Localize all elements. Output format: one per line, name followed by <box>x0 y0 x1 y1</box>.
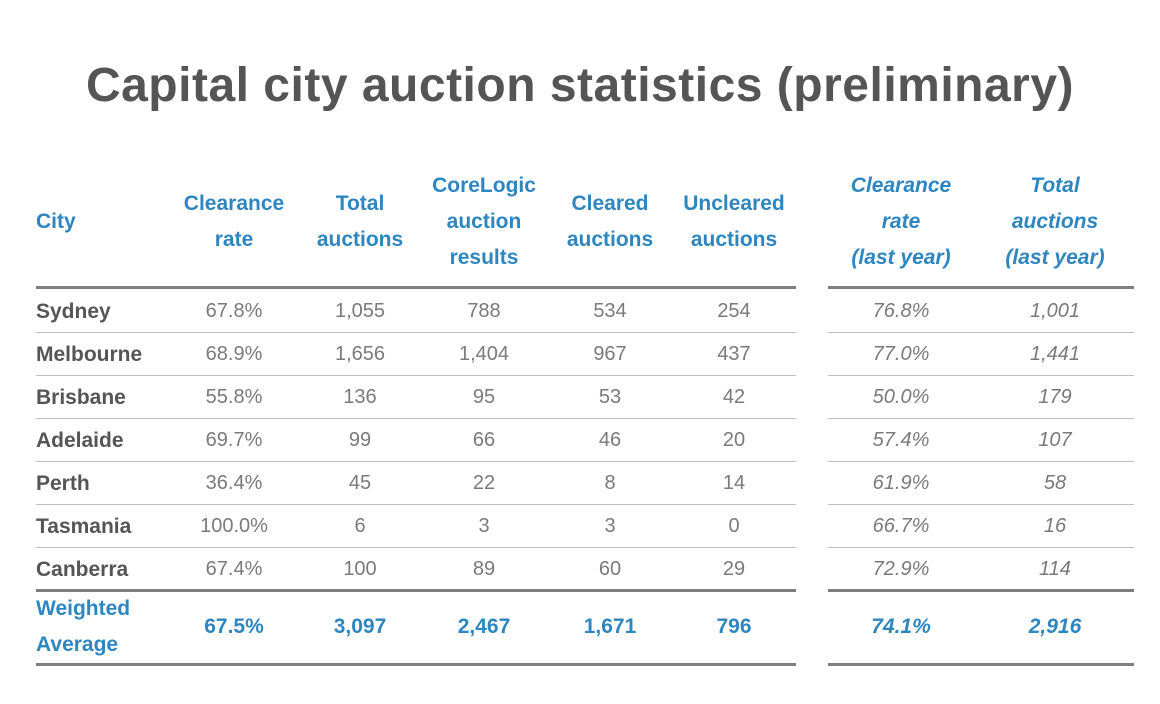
row-divider-left <box>36 461 796 462</box>
cell-uncleared-auctions: 20 <box>722 429 746 451</box>
cell-clearance-rate-last-year: 77.0% <box>872 343 930 365</box>
cell-clearance-rate-last-year: 76.8% <box>872 300 930 322</box>
header-total-auctions-last-year: Total auctions (last year) <box>1005 174 1105 269</box>
weighted-average-clearance-rate-last-year: 74.1% <box>871 615 931 638</box>
cell-clearance-rate: 55.8% <box>205 386 263 408</box>
cell-uncleared-auctions: 29 <box>722 558 746 580</box>
cell-corelogic-results: 1,404 <box>458 343 510 365</box>
weighted-average-clearance-rate: 67.5% <box>204 615 264 638</box>
header-total-auctions: Total auctions <box>316 192 404 251</box>
cell-total-auctions-last-year: 179 <box>1038 386 1072 408</box>
cell-total-auctions-last-year: 58 <box>1043 472 1067 494</box>
row-divider-right <box>828 547 1134 548</box>
weighted-average-corelogic-results: 2,467 <box>457 615 511 638</box>
cell-cleared-auctions: 3 <box>604 515 616 537</box>
cell-corelogic-results: 89 <box>472 558 496 580</box>
table-bottom-rule-right <box>828 663 1134 666</box>
average-divider-right <box>828 589 1134 592</box>
cell-uncleared-auctions: 254 <box>717 300 751 322</box>
cell-total-auctions-last-year: 16 <box>1043 515 1067 537</box>
header-corelogic-results: CoreLogic auction results <box>432 174 536 269</box>
cell-total-auctions: 136 <box>343 386 377 408</box>
row-divider-right <box>828 418 1134 419</box>
cell-corelogic-results: 3 <box>478 515 490 537</box>
weighted-average-label: Weighted Average <box>36 597 131 656</box>
cell-uncleared-auctions: 437 <box>717 343 751 365</box>
cell-cleared-auctions: 60 <box>598 558 622 580</box>
page-title: Capital city auction statistics (prelimi… <box>85 59 1075 112</box>
cell-clearance-rate-last-year: 57.4% <box>872 429 930 451</box>
cell-cleared-auctions: 967 <box>593 343 627 365</box>
header-divider-right <box>828 286 1134 289</box>
cell-uncleared-auctions: 14 <box>722 472 746 494</box>
city-name: Perth <box>36 471 90 495</box>
cell-total-auctions-last-year: 1,001 <box>1029 300 1081 322</box>
cell-corelogic-results: 95 <box>472 386 496 408</box>
row-divider-left <box>36 375 796 376</box>
city-name: Adelaide <box>36 428 124 452</box>
cell-clearance-rate: 67.8% <box>205 300 263 322</box>
weighted-average-uncleared-auctions: 796 <box>716 615 752 638</box>
city-name: Tasmania <box>36 514 132 538</box>
row-divider-left <box>36 418 796 419</box>
cell-total-auctions-last-year: 107 <box>1038 429 1072 451</box>
cell-clearance-rate: 36.4% <box>205 472 263 494</box>
average-divider-left <box>36 589 796 592</box>
cell-corelogic-results: 22 <box>472 472 496 494</box>
weighted-average-total-auctions-last-year: 2,916 <box>1028 615 1082 638</box>
city-name: Melbourne <box>36 342 143 366</box>
row-divider-left <box>36 332 796 333</box>
cell-total-auctions: 45 <box>348 472 372 494</box>
cell-clearance-rate-last-year: 72.9% <box>872 558 930 580</box>
row-divider-left <box>36 547 796 548</box>
cell-total-auctions: 99 <box>348 429 372 451</box>
city-name: Canberra <box>36 557 129 581</box>
cell-clearance-rate: 100.0% <box>200 515 268 537</box>
weighted-average-cleared-auctions: 1,671 <box>583 615 637 638</box>
cell-total-auctions: 100 <box>343 558 377 580</box>
city-name: Brisbane <box>36 385 126 409</box>
cell-clearance-rate-last-year: 61.9% <box>872 472 930 494</box>
cell-total-auctions: 1,656 <box>334 343 386 365</box>
city-name: Sydney <box>36 299 111 323</box>
row-divider-right <box>828 504 1134 505</box>
row-divider-right <box>828 375 1134 376</box>
row-divider-right <box>828 461 1134 462</box>
header-clearance-rate: Clearance rate <box>183 192 285 251</box>
cell-total-auctions: 6 <box>354 515 366 537</box>
table-bottom-rule-left <box>36 663 796 666</box>
cell-clearance-rate: 69.7% <box>205 429 263 451</box>
cell-corelogic-results: 788 <box>467 300 501 322</box>
cell-total-auctions: 1,055 <box>334 300 386 322</box>
cell-clearance-rate-last-year: 66.7% <box>872 515 930 537</box>
cell-clearance-rate: 67.4% <box>205 558 263 580</box>
cell-total-auctions-last-year: 1,441 <box>1029 343 1081 365</box>
cell-total-auctions-last-year: 114 <box>1039 558 1071 580</box>
header-clearance-rate-last-year: Clearance rate (last year) <box>850 174 952 269</box>
weighted-average-total-auctions: 3,097 <box>333 615 387 638</box>
row-divider-right <box>828 332 1134 333</box>
cell-cleared-auctions: 8 <box>604 472 616 494</box>
row-divider-left <box>36 504 796 505</box>
cell-cleared-auctions: 53 <box>598 386 622 408</box>
cell-cleared-auctions: 46 <box>598 429 622 451</box>
cell-uncleared-auctions: 0 <box>728 515 740 537</box>
cell-corelogic-results: 66 <box>472 429 496 451</box>
header-divider-left <box>36 286 796 289</box>
header-cleared-auctions: Cleared auctions <box>566 192 654 251</box>
cell-cleared-auctions: 534 <box>593 300 627 322</box>
header-city: City <box>36 210 76 233</box>
cell-clearance-rate-last-year: 50.0% <box>872 386 930 408</box>
cell-clearance-rate: 68.9% <box>205 343 263 365</box>
header-uncleared-auctions: Uncleared auctions <box>683 192 785 251</box>
cell-uncleared-auctions: 42 <box>722 386 746 408</box>
